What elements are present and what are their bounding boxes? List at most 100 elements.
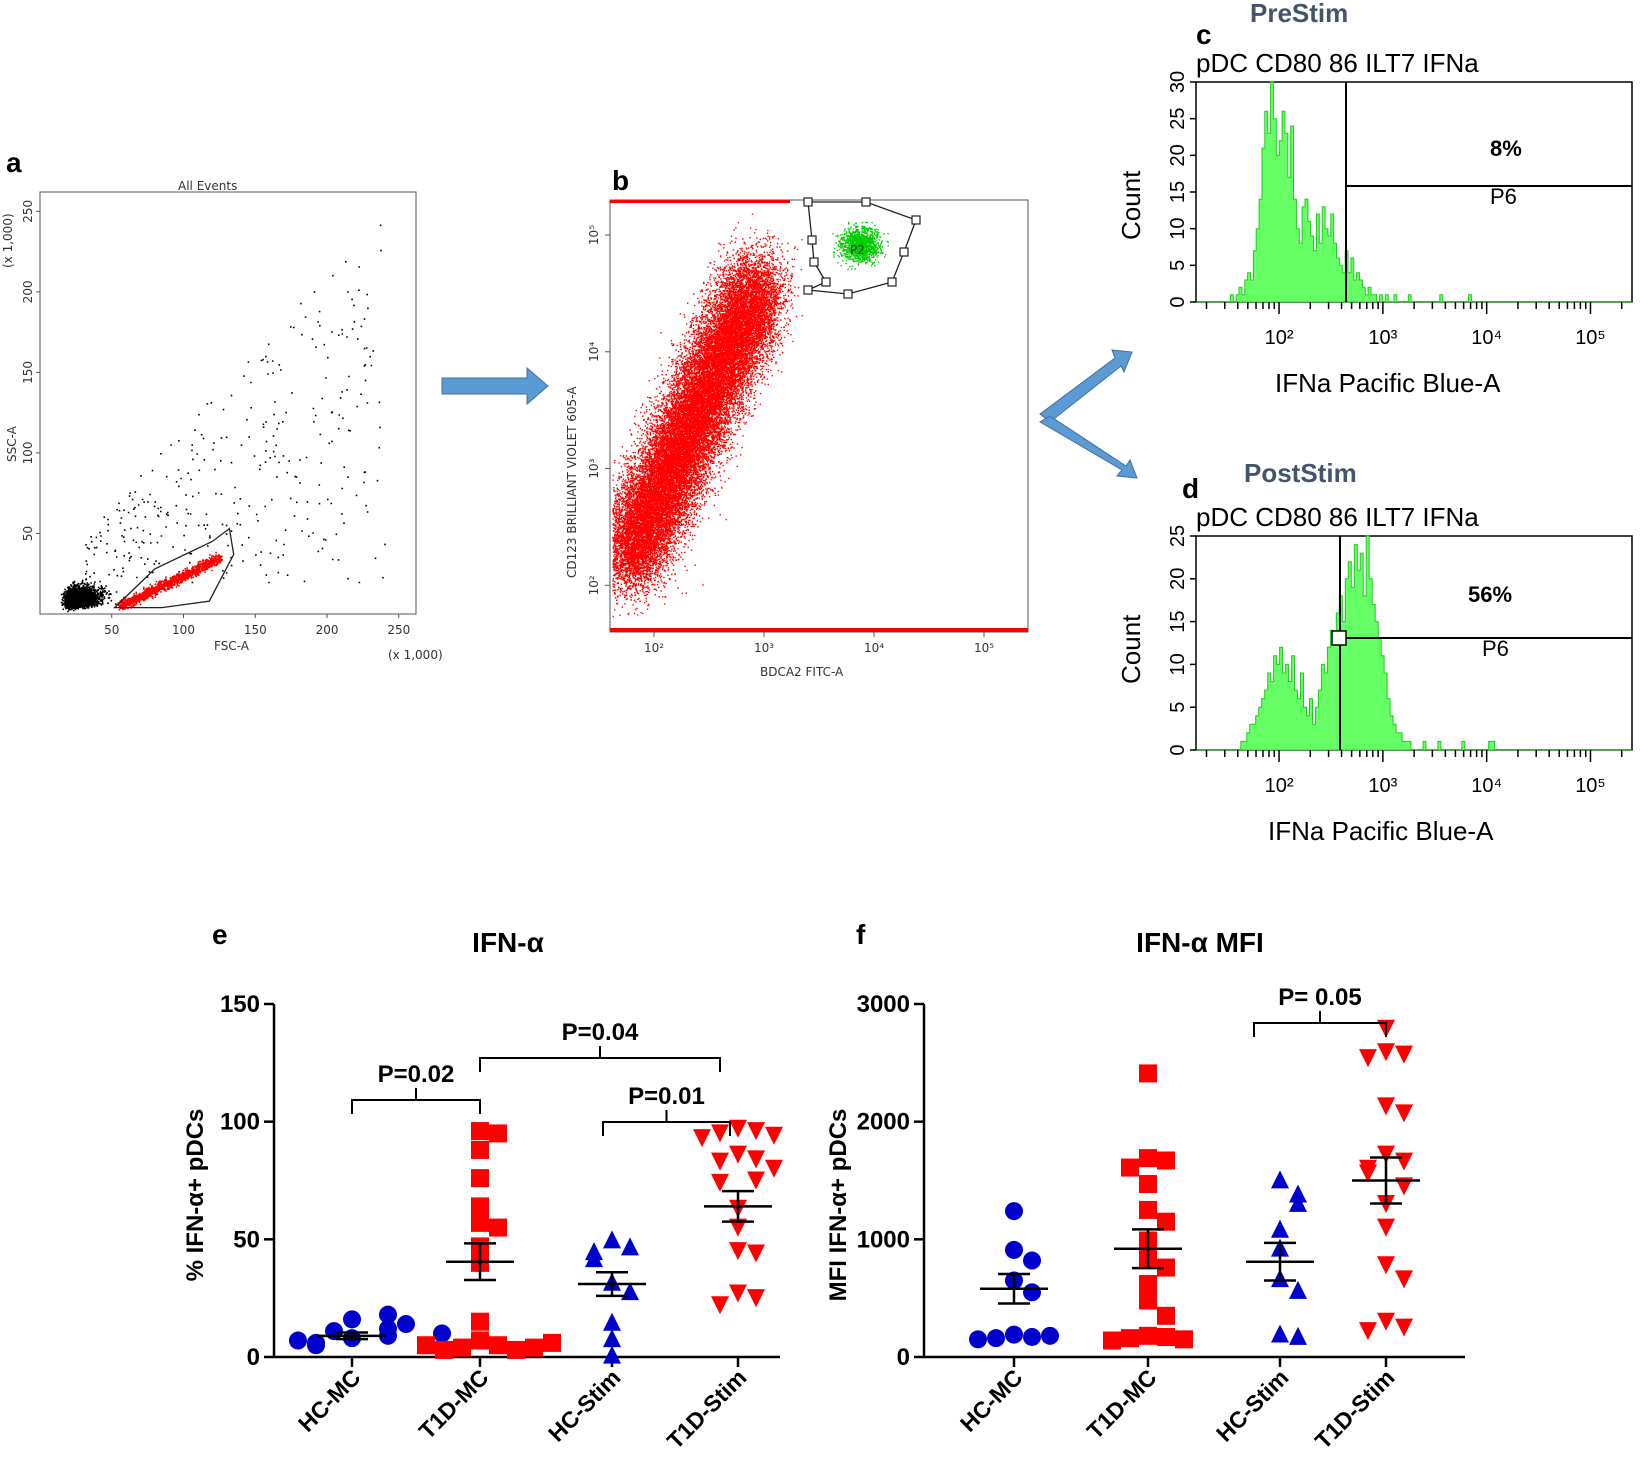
e-point-T1D-Stim <box>711 1173 729 1192</box>
f-point-HC-MC <box>1023 1251 1041 1270</box>
panel-a-y-tick-label: 100 <box>21 441 35 464</box>
panel-a-y-ticks: 50 100 150 200 250 <box>21 200 40 541</box>
panel-d-y-ticks: 0 5 10 15 20 25 <box>1167 525 1196 756</box>
f-point-T1D-Stim <box>1377 1256 1395 1275</box>
f-point-HC-MC <box>1005 1202 1023 1221</box>
f-point-T1D-Stim <box>1359 1164 1377 1183</box>
panel-b-axis-edge-cells <box>610 628 1028 632</box>
d-x-tick-label: 10² <box>1265 775 1294 797</box>
f-point-HC-Stim <box>1271 1219 1289 1238</box>
panel-c-ylabel: Count <box>1116 170 1146 240</box>
f-point-T1D-Stim <box>1395 1152 1413 1171</box>
e-point-T1D-MC <box>525 1338 543 1357</box>
panel-f-plot: 0 1000 2000 3000 HC-MC T1D-MC HC-Stim T1D-Stim P… <box>857 984 1465 1454</box>
e-point-T1D-MC <box>507 1340 525 1359</box>
e-point-HC-Stim <box>585 1249 603 1268</box>
f-point-T1D-MC <box>1157 1306 1175 1325</box>
e-point-HC-MC <box>433 1324 451 1343</box>
e-point-T1D-Stim <box>747 1244 765 1263</box>
e-point-T1D-MC <box>417 1336 435 1355</box>
e-point-T1D-Stim <box>765 1126 783 1145</box>
panel-b-gate-handle <box>911 215 921 225</box>
f-point-T1D-MC <box>1121 1329 1139 1348</box>
f-category-label: HC-Stim <box>1211 1364 1294 1447</box>
f-point-T1D-Stim <box>1359 1049 1377 1068</box>
f-point-T1D-Stim <box>1395 1104 1413 1123</box>
panel-a-x-tick-label: 150 <box>244 623 267 637</box>
panel-b-x-tick-label: 10² <box>644 641 664 655</box>
panel-d-title: pDC CD80 86 ILT7 IFNa <box>1196 502 1479 532</box>
e-point-T1D-MC <box>489 1124 507 1143</box>
panel-a-x-tick-label: 100 <box>172 623 195 637</box>
panel-c-title: pDC CD80 86 ILT7 IFNa <box>1196 48 1479 78</box>
panel-c-gate-percent: 8% <box>1490 136 1522 161</box>
panel-b-top-edge-cells <box>610 200 790 203</box>
arrow-b-to-c-icon <box>1039 349 1133 423</box>
e-point-HC-Stim <box>621 1237 639 1256</box>
panel-b-gate-label: P2 <box>850 243 865 257</box>
panel-b-y-tick-label: 10² <box>587 575 601 595</box>
c-x-tick-label: 10² <box>1265 327 1294 349</box>
f-point-HC-Stim <box>1289 1326 1307 1345</box>
panel-a-y-tick-label: 200 <box>21 280 35 303</box>
e-point-T1D-Stim <box>747 1289 765 1308</box>
panel-a-y-tick-label: 250 <box>21 200 35 223</box>
e-point-T1D-MC <box>435 1340 453 1359</box>
panel-b-gate-handle <box>809 257 819 267</box>
panel-b-gate-handles <box>803 197 921 299</box>
d-y-tick-label: 10 <box>1167 653 1189 675</box>
f-point-T1D-Stim <box>1395 1045 1413 1064</box>
e-category-label: HC-Stim <box>543 1364 626 1447</box>
panel-d-gate-label: P6 <box>1482 636 1509 661</box>
panel-d-ylabel: Count <box>1116 614 1146 684</box>
f-point-T1D-MC <box>1139 1291 1157 1310</box>
panel-letter-a: a <box>6 147 22 178</box>
f-point-T1D-MC <box>1139 1149 1157 1168</box>
f-category-label: HC-MC <box>955 1364 1028 1437</box>
panel-f: f IFN-α MFI MFI IFN-α+ pDCs 0 1000 2000 300… <box>825 919 1465 1454</box>
panel-c-gate-label: P6 <box>1490 184 1517 209</box>
e-point-T1D-MC <box>543 1333 561 1352</box>
f-point-T1D-Stim <box>1359 1322 1377 1341</box>
d-x-tick-label: 10⁵ <box>1575 775 1606 797</box>
e-point-T1D-MC <box>471 1140 489 1159</box>
panel-b-points <box>610 200 1028 632</box>
f-comparison-hcstim-t1dstim-label: P= 0.05 <box>1278 984 1361 1011</box>
panel-letter-e: e <box>212 919 228 950</box>
e-point-T1D-MC <box>471 1312 489 1331</box>
f-point-T1D-Stim <box>1377 1145 1395 1164</box>
f-point-T1D-MC <box>1139 1175 1157 1194</box>
f-point-HC-MC <box>1023 1327 1041 1346</box>
e-category-label: HC-MC <box>293 1364 366 1437</box>
panel-letter-d: d <box>1182 473 1199 504</box>
e-point-T1D-Stim <box>711 1152 729 1171</box>
e-point-HC-MC <box>325 1322 343 1341</box>
e-point-T1D-Stim <box>693 1129 711 1148</box>
e-point-HC-MC <box>379 1305 397 1324</box>
e-point-T1D-MC <box>471 1169 489 1188</box>
e-comparison-t1dmc-t1dstim-label: P=0.04 <box>562 1019 639 1046</box>
d-y-tick-label: 20 <box>1167 568 1189 590</box>
e-point-HC-Stim <box>603 1345 621 1364</box>
panel-a-x-tick-label: 50 <box>104 623 119 637</box>
e-point-T1D-MC <box>471 1197 489 1216</box>
e-point-HC-Stim <box>603 1312 621 1331</box>
f-point-T1D-MC <box>1121 1158 1139 1177</box>
e-point-T1D-MC <box>453 1338 471 1357</box>
d-x-tick-label: 10⁴ <box>1471 775 1502 797</box>
c-x-tick-label: 10³ <box>1368 327 1397 349</box>
panel-d-gate-handle <box>1331 630 1347 646</box>
e-y-tick-label: 50 <box>233 1226 260 1253</box>
f-point-T1D-MC <box>1175 1330 1193 1349</box>
e-point-HC-MC <box>307 1336 325 1355</box>
e-point-T1D-MC <box>471 1331 489 1350</box>
f-point-HC-Stim <box>1289 1280 1307 1299</box>
c-histogram-area <box>1196 81 1632 303</box>
d-y-tick-label: 15 <box>1167 610 1189 632</box>
panel-b-x-tick-label: 10⁵ <box>974 641 994 655</box>
e-point-T1D-Stim <box>765 1159 783 1178</box>
panel-b-gate-handle <box>887 277 897 287</box>
panel-d-xlabel: IFNa Pacific Blue-A <box>1268 816 1494 846</box>
c-y-tick-label: 25 <box>1167 108 1189 130</box>
c-y-tick-label: 15 <box>1167 181 1189 203</box>
